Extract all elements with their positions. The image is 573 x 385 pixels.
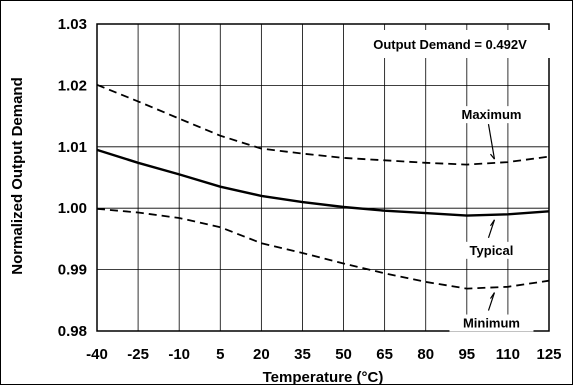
series-lines bbox=[96, 83, 550, 290]
y-tick-label: 1.02 bbox=[58, 77, 87, 94]
x-tick-label: -25 bbox=[127, 346, 149, 363]
x-axis-title: Temperature (°C) bbox=[263, 369, 384, 384]
label-leader bbox=[487, 292, 496, 311]
y-tick-label: 0.99 bbox=[58, 262, 87, 279]
series-label-typical: Typical bbox=[470, 243, 514, 258]
label-leader bbox=[487, 124, 496, 160]
x-tick-label: 125 bbox=[536, 346, 561, 363]
x-tick-label: 95 bbox=[458, 346, 475, 363]
series-label-maximum: Maximum bbox=[461, 107, 521, 122]
x-tick-label: 35 bbox=[294, 346, 311, 363]
x-tick-label: -10 bbox=[168, 346, 190, 363]
x-tick-label: 50 bbox=[335, 346, 352, 363]
y-tick-label: 1.03 bbox=[58, 16, 87, 33]
tick-labels: -40 -25 -10 5 20 35 50 65 80 95 110 125 0.98 0.99 1.00… bbox=[58, 16, 562, 363]
y-tick-label: 1.00 bbox=[58, 200, 87, 217]
annotation: Output Demand = 0.492V bbox=[373, 37, 527, 52]
series-label-minimum: Minimum bbox=[463, 316, 520, 331]
x-tick-label: 80 bbox=[417, 346, 434, 363]
plot-border bbox=[96, 23, 550, 332]
label-background bbox=[449, 106, 534, 124]
label-arrowhead bbox=[489, 219, 495, 227]
annotation-box bbox=[345, 30, 551, 58]
label-arrowhead bbox=[489, 292, 495, 299]
y-axis-title: Normalized Output Demand bbox=[9, 77, 26, 275]
x-tick-label: 65 bbox=[376, 346, 393, 363]
y-tick-label: 1.01 bbox=[58, 139, 87, 156]
y-tick-label: 0.98 bbox=[58, 323, 87, 340]
series-labels: Maximum Typical Minimum bbox=[449, 106, 534, 332]
x-tick-label: 5 bbox=[216, 346, 224, 363]
label-background bbox=[449, 241, 534, 259]
label-background bbox=[449, 314, 534, 332]
label-arrowhead bbox=[490, 153, 495, 160]
x-tick-label: -40 bbox=[86, 346, 108, 363]
label-leader bbox=[487, 219, 496, 239]
x-tick-label: 110 bbox=[496, 346, 520, 363]
series-line-typical bbox=[96, 148, 550, 217]
grid bbox=[96, 23, 550, 332]
series-line-maximum bbox=[96, 83, 550, 166]
x-tick-label: 20 bbox=[253, 346, 270, 363]
